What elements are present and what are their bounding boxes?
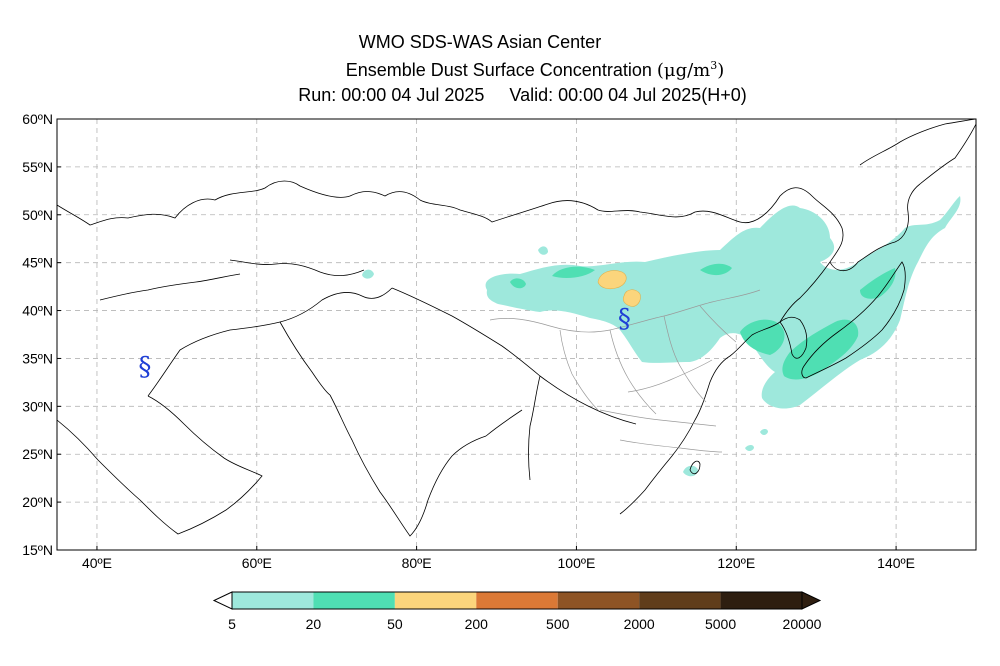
title-block: WMO SDS-WAS Asian Center Ensemble Dust S… (0, 30, 1000, 107)
lat-tick-label-3: 30ºN (22, 398, 53, 414)
lon-tick-label-5: 140ºE (877, 555, 915, 571)
colorbar-border (231, 591, 803, 610)
axis-tick-labels: 40ºE 60ºE 80ºE 100ºE 120ºE 140ºE 15ºN 20ºN 25ºN 3… (22, 111, 915, 571)
korea-outline (779, 316, 808, 359)
lat-tick-label-5: 40ºN (22, 303, 53, 319)
colorbar-label-6: 5000 (705, 616, 736, 632)
lat-tick-label-9: 60ºN (22, 111, 53, 127)
colorbar-label-4: 500 (546, 616, 570, 632)
colorbar-swatch-4 (557, 592, 640, 609)
japan-outline (801, 261, 906, 379)
lat-tick-label-2: 25ºN (22, 446, 53, 462)
dust-level-50-200 (597, 270, 641, 307)
colorbar-swatch-5 (639, 592, 721, 609)
unit-suffix: ) (717, 60, 725, 81)
station-markers: §§ (138, 304, 630, 382)
country-borders (57, 119, 976, 537)
colorbar-label-2: 50 (387, 616, 403, 632)
dust-level-20-50 (510, 263, 896, 380)
border-lines (99, 259, 637, 481)
colorbar-swatch-3 (476, 592, 558, 609)
colorbar: 5 20 50 200 500 2000 5000 20000 (212, 591, 822, 632)
unit-text: (μg/m3) (656, 59, 725, 81)
map-title: WMO SDS-WAS Asian Center (358, 32, 602, 52)
province-lines (489, 289, 761, 453)
india-outline (329, 394, 487, 537)
lat-tick-label-0: 15ºN (22, 542, 53, 558)
coastline-china (619, 261, 831, 515)
station-marker-east: § (618, 304, 631, 334)
lat-tick-label-7: 50ºN (22, 207, 53, 223)
lon-tick-label-4: 120ºE (717, 555, 755, 571)
lat-tick-label-1: 20ºN (22, 494, 53, 510)
colorbar-label-5: 2000 (624, 616, 655, 632)
colorbar-label-3: 200 (465, 616, 489, 632)
colorbar-swatch-6 (720, 592, 802, 609)
province-borders (489, 289, 761, 453)
subtitle-text: Ensemble Dust Surface Concentration (345, 60, 652, 80)
lon-tick-label-0: 40ºE (82, 555, 112, 571)
colorbar-label-7: 20000 (783, 616, 822, 632)
coastline-west (57, 180, 844, 263)
colorbar-swatch-1 (313, 592, 395, 609)
lon-tick-label-1: 60ºE (242, 555, 272, 571)
run-time: Run: 00:00 04 Jul 2025 (298, 85, 485, 105)
colorbar-high-arrow (801, 591, 822, 610)
lat-tick-label-6: 45ºN (22, 255, 53, 271)
colorbar-label-1: 20 (306, 616, 322, 632)
unit-power: 3 (710, 59, 718, 72)
colorbar-label-0: 5 (228, 616, 236, 632)
lat-tick-label-4: 35ºN (22, 350, 53, 366)
dust-field (362, 196, 961, 477)
lon-tick-label-2: 80ºE (402, 555, 432, 571)
colorbar-swatch-0 (232, 592, 314, 609)
arabia-outline (57, 395, 263, 535)
valid-time: Valid: 00:00 04 Jul 2025(H+0) (509, 85, 747, 105)
lat-tick-label-8: 55ºN (22, 159, 53, 175)
map-subtitle: Ensemble Dust Surface Concentration (μg/… (0, 54, 1000, 83)
station-marker-west: § (138, 352, 151, 382)
run-valid-line: Run: 00:00 04 Jul 2025 Valid: 00:00 04 J… (0, 83, 1000, 107)
map-frame (56, 118, 977, 551)
lon-tick-label-3: 100ºE (558, 555, 596, 571)
colorbar-swatch-2 (394, 592, 477, 609)
colorbar-low-arrow (212, 591, 233, 610)
unit-prefix: (μg/m (656, 60, 711, 81)
coastline-east (829, 119, 976, 272)
taiwan-outline (689, 460, 701, 475)
